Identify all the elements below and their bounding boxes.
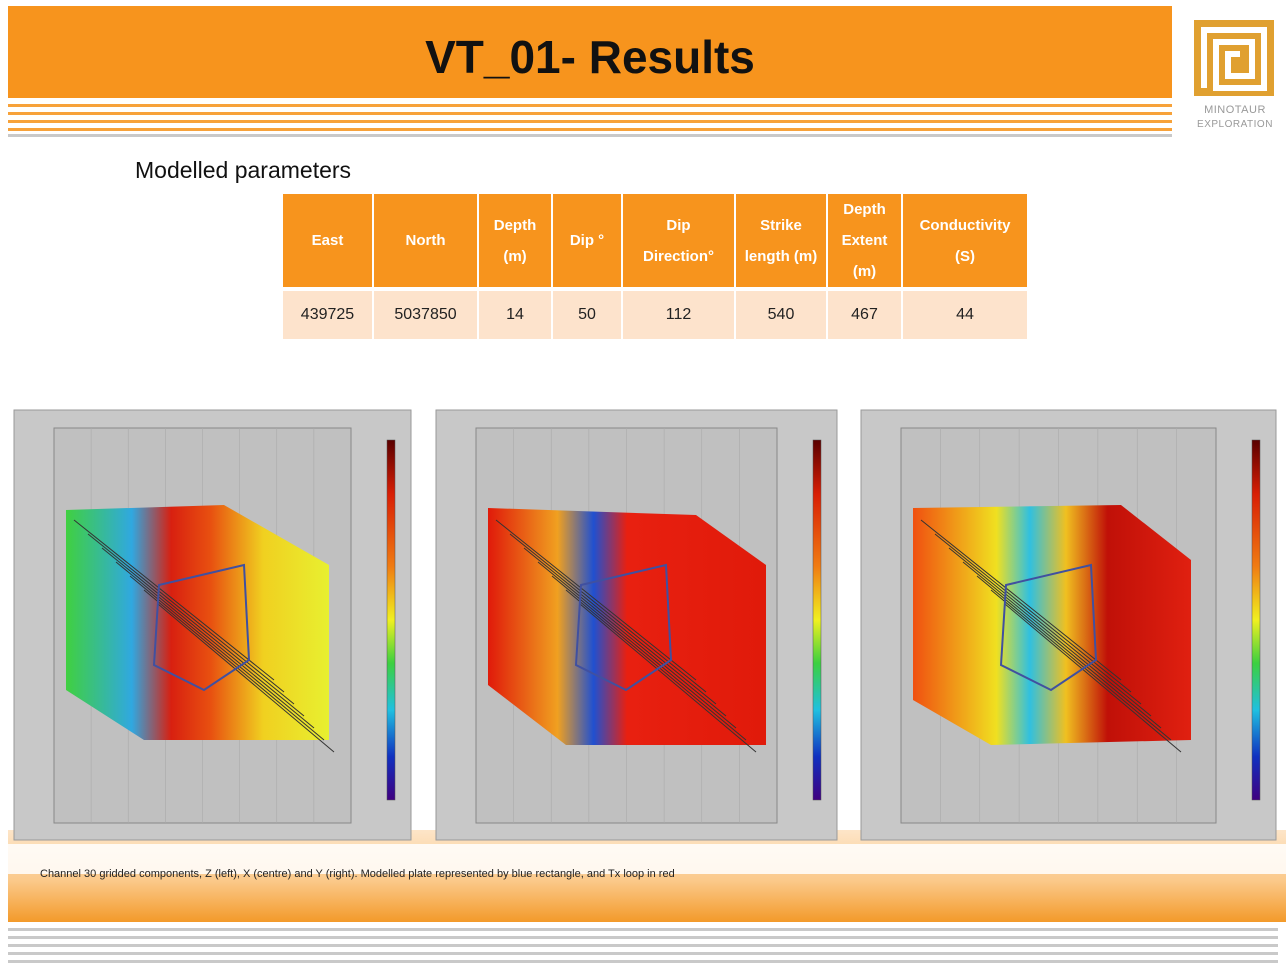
survey-line (537, 561, 727, 717)
survey-line (115, 561, 305, 717)
stripe (8, 936, 1278, 939)
stripe (8, 928, 1278, 931)
survey-line (495, 519, 697, 681)
logo-name: MINOTAUR (1204, 104, 1266, 116)
survey-line (73, 519, 275, 681)
stripe (8, 120, 1172, 123)
column-header: East (283, 194, 374, 289)
parameters-table: East North Depth (m) Dip ° Dip Direction… (283, 194, 1029, 339)
survey-line (129, 575, 315, 729)
cell: 540 (735, 287, 828, 339)
survey-line (101, 547, 295, 705)
modelled-plate (574, 563, 673, 692)
survey-line (87, 533, 285, 693)
map-panels (13, 409, 1277, 841)
title-band (8, 6, 1172, 98)
survey-line (565, 589, 747, 741)
colorbar (1251, 439, 1261, 801)
cell: 50 (552, 287, 623, 339)
survey-line (976, 575, 1162, 729)
survey-line (523, 547, 717, 705)
logo-mark (1194, 20, 1274, 96)
survey-line (1004, 603, 1182, 753)
survey-line (579, 603, 757, 753)
survey-line (551, 575, 737, 729)
logo-subtitle: EXPLORATION (1197, 119, 1273, 130)
column-header: Depth Extent (m) (827, 194, 903, 289)
header-row: East North Depth (m) Dip ° Dip Direction… (283, 194, 1029, 289)
cell: 467 (827, 287, 903, 339)
survey-line (962, 561, 1152, 717)
colorbar (386, 439, 396, 801)
cell: 439725 (283, 287, 374, 339)
cell: 112 (622, 287, 736, 339)
survey-line (934, 533, 1132, 693)
stripe (8, 952, 1278, 955)
cell: 44 (902, 287, 1029, 339)
bottom-band (8, 830, 1286, 922)
modelled-plate (152, 563, 251, 692)
stripe (8, 112, 1172, 115)
stripe (8, 128, 1172, 131)
survey-line (920, 519, 1122, 681)
survey-line (509, 533, 707, 693)
colorbar (812, 439, 822, 801)
stripe (8, 960, 1278, 963)
survey-line (157, 603, 335, 753)
anomaly-grid (488, 508, 766, 745)
survey-line (948, 547, 1142, 705)
survey-line (143, 589, 325, 741)
stripe (8, 944, 1278, 947)
stripe (8, 134, 1172, 137)
column-header: North (373, 194, 479, 289)
slide-title: VT_01- Results (425, 31, 755, 83)
survey-line (990, 589, 1172, 741)
modelled-plate (999, 563, 1098, 692)
column-header: Conductivity (S) (902, 194, 1029, 289)
stripe (8, 104, 1172, 107)
column-header: Strike length (m) (735, 194, 828, 289)
section-title: Modelled parameters (135, 157, 352, 183)
column-header: Depth (m) (478, 194, 553, 289)
cell: 14 (478, 287, 553, 339)
column-header: Dip ° (552, 194, 623, 289)
data-row: 439725 5037850 14 50 112 540 467 44 (283, 287, 1029, 339)
figure-caption: Channel 30 gridded components, Z (left),… (40, 868, 675, 880)
column-header: Dip Direction° (622, 194, 736, 289)
cell: 5037850 (373, 287, 479, 339)
